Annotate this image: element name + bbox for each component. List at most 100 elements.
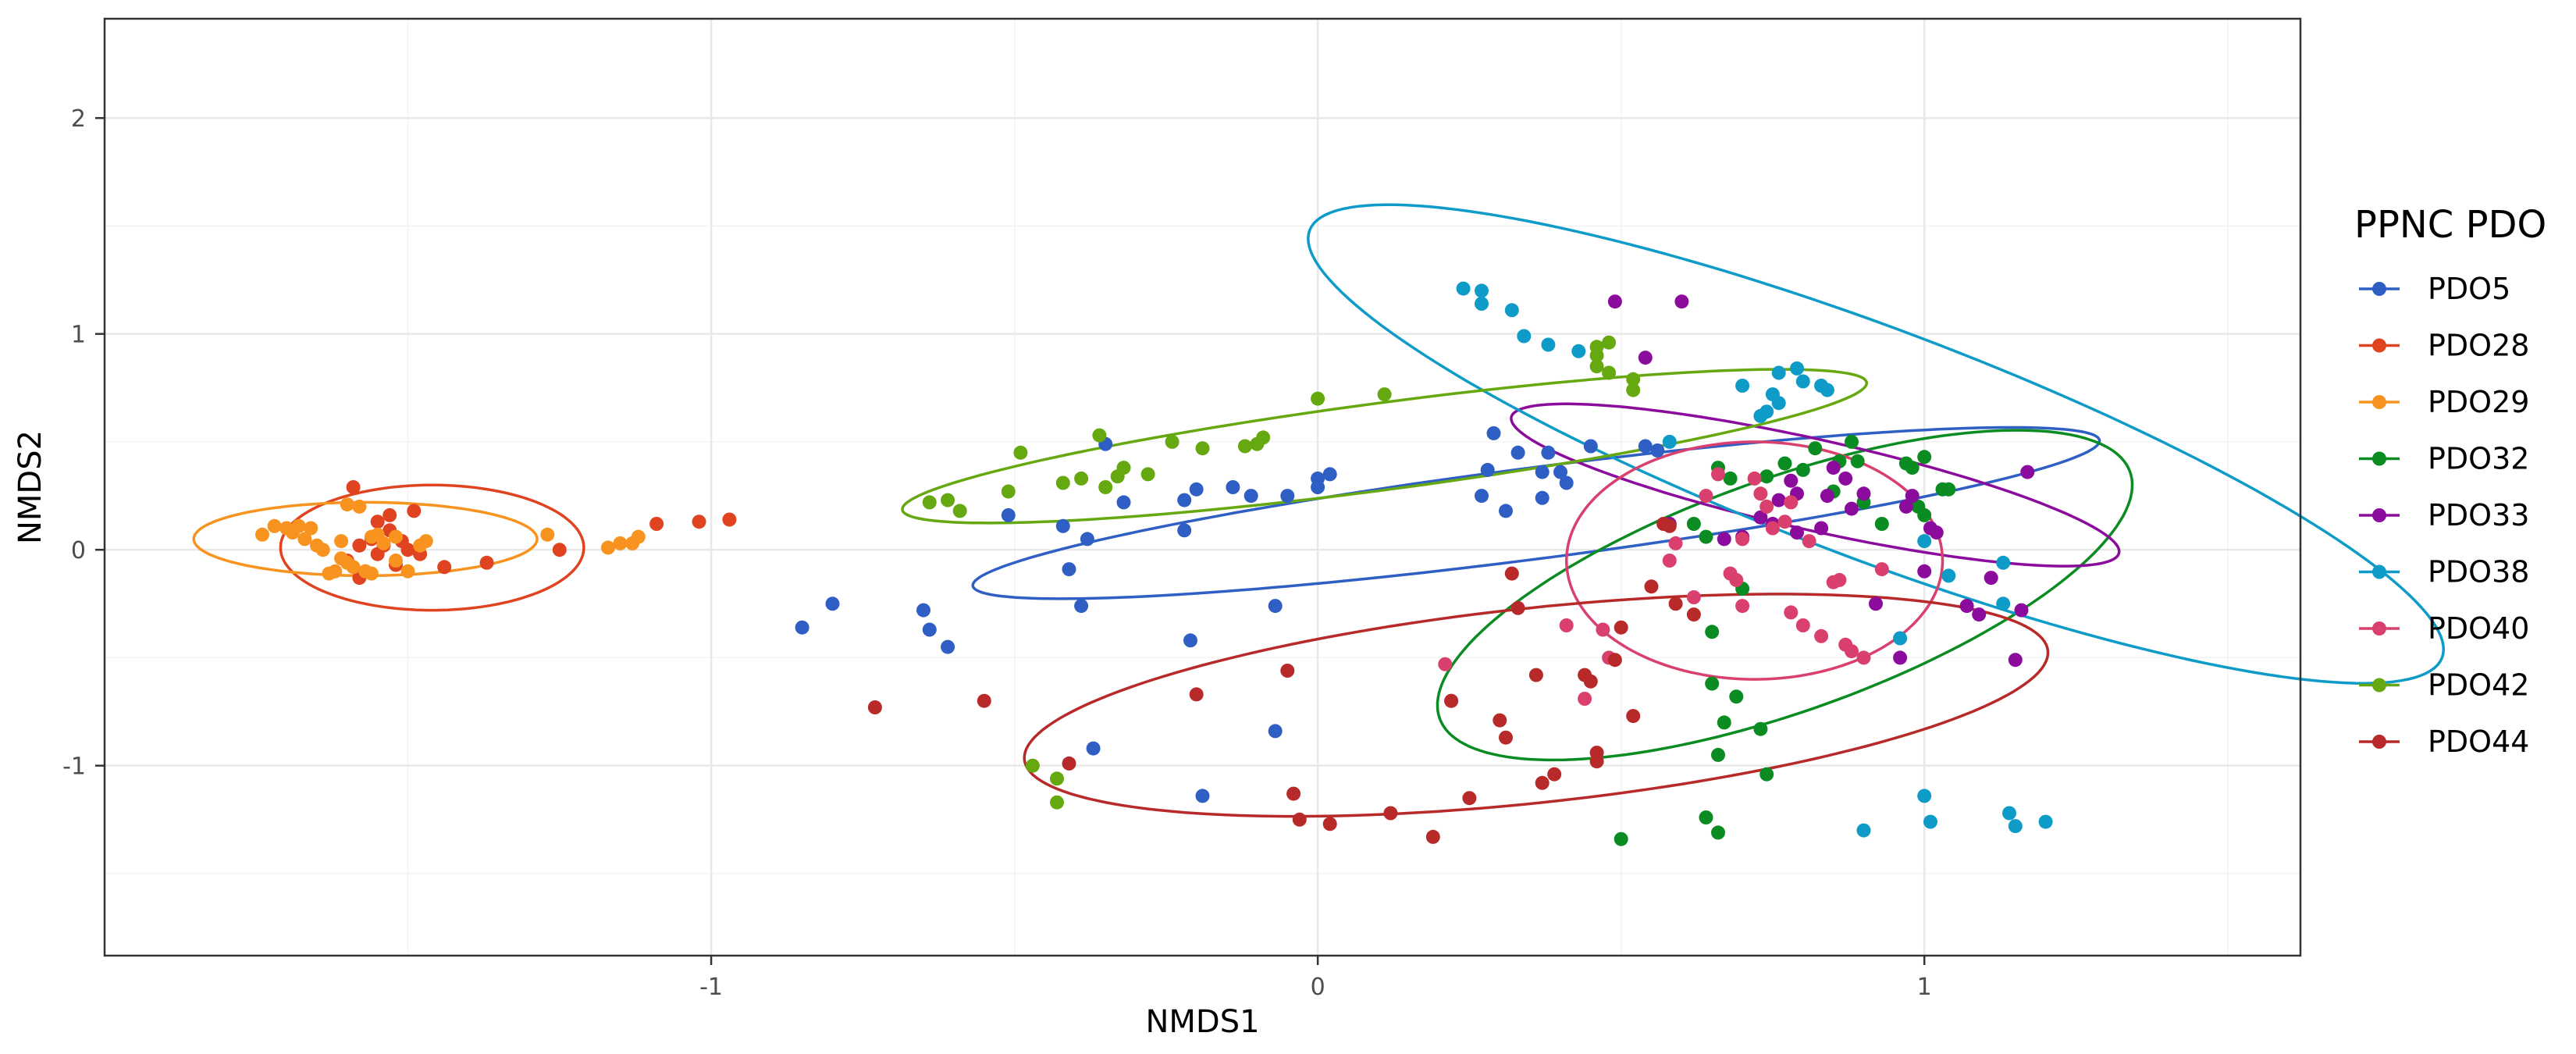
point-pdo5 bbox=[1116, 495, 1131, 510]
point-pdo38 bbox=[1662, 434, 1677, 449]
point-pdo44 bbox=[1504, 566, 1519, 581]
point-pdo44 bbox=[1644, 579, 1659, 594]
point-pdo38 bbox=[1456, 281, 1471, 296]
point-pdo33 bbox=[1826, 461, 1841, 475]
point-pdo5 bbox=[1195, 789, 1210, 803]
point-pdo28 bbox=[552, 543, 567, 557]
legend-key-point bbox=[2372, 564, 2386, 579]
point-pdo33 bbox=[1820, 489, 1834, 504]
point-pdo40 bbox=[1784, 605, 1799, 620]
point-pdo44 bbox=[1607, 653, 1622, 668]
axis-ticks: -1 0 1 -1 0 1 2 bbox=[62, 105, 1932, 1001]
y-tick-label: 0 bbox=[71, 537, 86, 564]
point-pdo38 bbox=[2002, 806, 2016, 821]
point-pdo42 bbox=[1140, 467, 1155, 482]
point-pdo40 bbox=[1765, 521, 1780, 536]
legend-item-pdo42: PDO42 bbox=[2359, 668, 2529, 703]
point-pdo33 bbox=[1869, 596, 1883, 611]
point-pdo42 bbox=[1311, 391, 1325, 406]
point-pdo29 bbox=[334, 534, 349, 549]
point-pdo32 bbox=[1705, 625, 1720, 639]
point-pdo33 bbox=[1984, 571, 1998, 586]
point-pdo32 bbox=[1759, 767, 1774, 782]
legend: PPNC PDO PDO5 PDO28 PDO29 PDO32 PDO33 PDO38 PD… bbox=[2354, 203, 2546, 759]
point-pdo40 bbox=[1711, 467, 1725, 482]
point-pdo40 bbox=[1856, 650, 1871, 665]
point-pdo38 bbox=[1917, 534, 1932, 549]
point-pdo33 bbox=[1893, 650, 1908, 665]
point-pdo42 bbox=[922, 495, 937, 510]
legend-title: PPNC PDO bbox=[2354, 203, 2546, 247]
point-pdo38 bbox=[1759, 404, 1774, 419]
point-pdo42 bbox=[1098, 480, 1113, 494]
legend-key-point bbox=[2372, 621, 2386, 636]
point-pdo33 bbox=[1929, 525, 1944, 540]
ellipse-pdo29 bbox=[192, 500, 539, 578]
legend-item-pdo28: PDO28 bbox=[2359, 329, 2529, 363]
legend-key-point bbox=[2372, 678, 2386, 693]
point-pdo42 bbox=[1589, 359, 1604, 374]
point-pdo42 bbox=[1626, 383, 1641, 397]
point-pdo29 bbox=[267, 518, 282, 533]
point-pdo29 bbox=[304, 521, 318, 536]
point-pdo32 bbox=[1905, 461, 1920, 475]
point-pdo42 bbox=[1055, 475, 1070, 490]
point-pdo42 bbox=[1377, 387, 1392, 402]
point-pdo44 bbox=[977, 693, 991, 708]
point-pdo44 bbox=[1614, 620, 1628, 635]
point-pdo33 bbox=[1717, 532, 1731, 547]
point-pdo33 bbox=[1959, 599, 1974, 614]
point-pdo32 bbox=[1917, 507, 1932, 522]
point-pdo44 bbox=[1444, 693, 1459, 708]
point-pdo33 bbox=[1790, 525, 1804, 540]
point-pdo40 bbox=[1578, 692, 1592, 706]
point-pdo28 bbox=[722, 512, 737, 527]
point-pdo42 bbox=[1602, 335, 1617, 350]
point-pdo28 bbox=[407, 504, 422, 518]
point-pdo42 bbox=[1195, 441, 1210, 456]
point-pdo5 bbox=[1322, 467, 1337, 482]
point-pdo44 bbox=[1292, 812, 1307, 827]
point-pdo38 bbox=[1541, 337, 1556, 352]
point-pdo28 bbox=[382, 507, 397, 522]
point-pdo33 bbox=[1814, 521, 1829, 536]
point-pdo40 bbox=[1759, 499, 1774, 514]
ellipse-pdo44 bbox=[1023, 593, 2050, 818]
point-pdo5 bbox=[916, 603, 930, 618]
point-pdo5 bbox=[1280, 489, 1295, 504]
point-pdo44 bbox=[1462, 791, 1477, 806]
point-pdo38 bbox=[2008, 819, 2023, 834]
y-tick-label: 1 bbox=[71, 322, 86, 349]
point-pdo44 bbox=[1662, 518, 1677, 533]
x-tick-label: -1 bbox=[699, 974, 723, 1001]
point-pdo38 bbox=[1941, 568, 1956, 583]
point-pdo38 bbox=[1917, 789, 1932, 803]
legend-label: PDO42 bbox=[2428, 668, 2529, 703]
point-pdo32 bbox=[1941, 482, 1956, 497]
point-pdo5 bbox=[1480, 462, 1495, 477]
point-pdo44 bbox=[1510, 600, 1525, 615]
point-pdo40 bbox=[1668, 536, 1683, 550]
x-axis-title: NMDS1 bbox=[1145, 1004, 1259, 1040]
ellipse-pdo40 bbox=[1564, 440, 1944, 681]
point-pdo40 bbox=[1845, 644, 1859, 659]
point-pdo40 bbox=[1662, 554, 1677, 568]
point-pdo33 bbox=[1917, 564, 1932, 579]
point-pdo44 bbox=[1062, 756, 1076, 771]
point-pdo33 bbox=[1898, 499, 1913, 514]
point-pdo28 bbox=[649, 517, 664, 531]
point-pdo44 bbox=[1286, 786, 1301, 801]
point-pdo40 bbox=[1802, 534, 1816, 549]
legend-key-point bbox=[2372, 282, 2386, 296]
legend-item-pdo32: PDO32 bbox=[2359, 442, 2529, 476]
point-pdo5 bbox=[1055, 518, 1070, 533]
point-pdo32 bbox=[1729, 689, 1744, 704]
point-pdo5 bbox=[825, 596, 840, 611]
point-pdo42 bbox=[1001, 484, 1016, 499]
point-pdo32 bbox=[1759, 469, 1774, 484]
point-pdo44 bbox=[1425, 829, 1440, 844]
point-pdo40 bbox=[1874, 562, 1889, 577]
legend-key-point bbox=[2372, 395, 2386, 409]
point-pdo29 bbox=[389, 529, 403, 544]
